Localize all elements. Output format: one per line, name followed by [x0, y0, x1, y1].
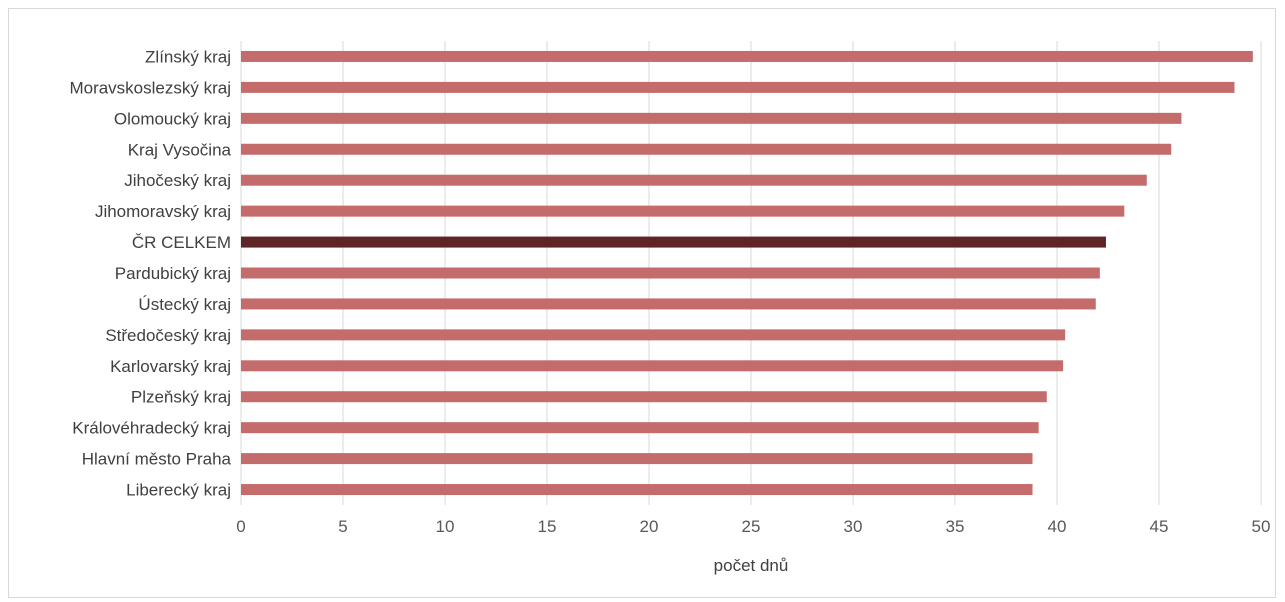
category-labels: Zlínský kraj Moravskoslezský kraj Olomouck… [69, 47, 231, 499]
category-label: Královéhradecký kraj [72, 419, 231, 438]
category-label: Jihočeský kraj [124, 171, 231, 190]
x-tick-label: 40 [1048, 517, 1067, 536]
x-tick-label: 0 [236, 517, 245, 536]
x-tick-labels: 0 5 10 15 20 25 30 35 40 45 50 [236, 517, 1270, 536]
category-label: Liberecký kraj [126, 481, 231, 500]
chart-frame: Zlínský kraj Moravskoslezský kraj Olomouck… [8, 8, 1276, 598]
x-tick-label: 10 [436, 517, 455, 536]
x-tick-label: 50 [1252, 517, 1271, 536]
category-label: Karlovarský kraj [110, 357, 231, 376]
bar [241, 50, 1253, 62]
bar [241, 174, 1147, 186]
bar [241, 329, 1066, 341]
bars [241, 50, 1253, 496]
x-tick-label: 30 [844, 517, 863, 536]
bar [241, 391, 1047, 403]
bar-chart: Zlínský kraj Moravskoslezský kraj Olomouck… [69, 41, 1270, 575]
x-tick-label: 45 [1150, 517, 1169, 536]
category-label: Středočeský kraj [105, 326, 231, 345]
category-label: Pardubický kraj [115, 264, 231, 283]
x-tick-label: 25 [742, 517, 761, 536]
bar [241, 422, 1039, 434]
category-label: Moravskoslezský kraj [69, 78, 231, 97]
x-tick-label: 35 [946, 517, 965, 536]
bar [241, 81, 1235, 93]
x-tick-label: 15 [538, 517, 557, 536]
bar [241, 298, 1096, 310]
x-axis-title: počet dnů [714, 556, 789, 575]
bar [241, 360, 1064, 372]
bar [241, 143, 1172, 155]
bar [241, 453, 1033, 465]
bar [241, 205, 1125, 217]
category-label: Ústecký kraj [138, 295, 231, 314]
category-label: Hlavní město Praha [82, 450, 232, 469]
bar [241, 484, 1033, 496]
category-label: Kraj Vysočina [128, 140, 232, 159]
x-tick-label: 5 [338, 517, 347, 536]
category-label: Jihomoravský kraj [95, 202, 231, 221]
bar [241, 267, 1100, 279]
category-label: Olomoucký kraj [114, 109, 231, 128]
category-label: Zlínský kraj [145, 47, 231, 66]
category-label: ČR CELKEM [132, 233, 231, 252]
x-tick-label: 20 [640, 517, 659, 536]
bar [241, 112, 1182, 124]
category-label: Plzeňský kraj [131, 388, 231, 407]
bar [241, 236, 1106, 248]
